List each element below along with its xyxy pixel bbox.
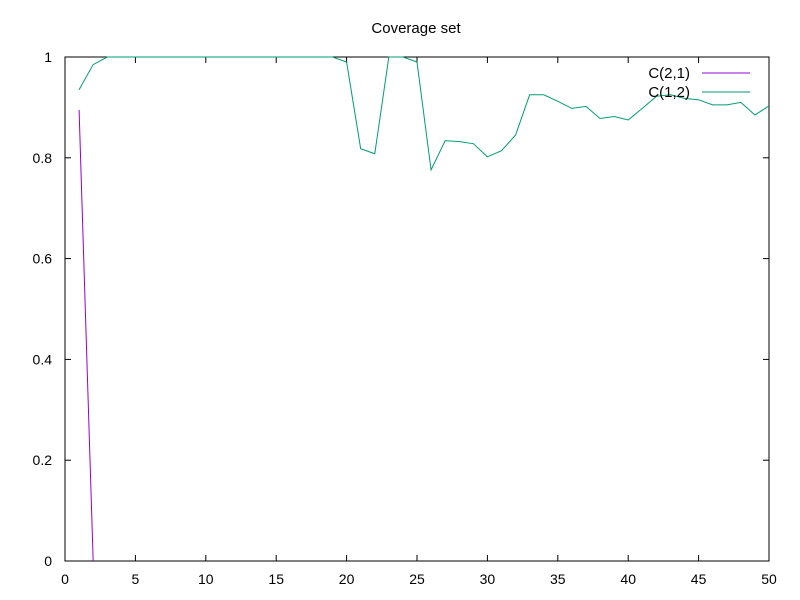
data-point — [163, 56, 164, 57]
data-point — [93, 64, 94, 65]
data-point — [219, 56, 220, 57]
data-point — [614, 116, 615, 117]
data-point — [93, 560, 94, 561]
x-tick-label: 10 — [198, 571, 214, 587]
data-point — [754, 114, 755, 115]
data-point — [473, 143, 474, 144]
data-point — [501, 150, 502, 151]
data-point — [290, 56, 291, 57]
x-tick-label: 0 — [61, 571, 69, 587]
data-point — [177, 56, 178, 57]
data-point — [205, 56, 206, 57]
data-point — [459, 141, 460, 142]
data-point — [149, 56, 150, 57]
y-tick-label: 1 — [44, 49, 52, 65]
x-tick-label: 25 — [409, 571, 425, 587]
data-point — [360, 148, 361, 149]
y-tick-label: 0.2 — [33, 452, 53, 468]
data-point — [374, 153, 375, 154]
x-tick-label: 30 — [480, 571, 496, 587]
data-point — [233, 56, 234, 57]
x-tick-label: 45 — [691, 571, 707, 587]
data-point — [402, 56, 403, 57]
data-point — [529, 94, 530, 95]
data-point — [78, 89, 79, 90]
data-point — [121, 56, 122, 57]
data-point — [430, 169, 431, 170]
x-tick-label: 40 — [620, 571, 636, 587]
y-tick-label: 0.4 — [33, 351, 53, 367]
data-point — [318, 56, 319, 57]
data-point — [571, 108, 572, 109]
data-point — [726, 104, 727, 105]
data-point — [642, 108, 643, 109]
data-point — [445, 140, 446, 141]
chart-title: Coverage set — [371, 20, 461, 37]
data-point — [543, 94, 544, 95]
data-point — [262, 56, 263, 57]
y-tick-label: 0.6 — [33, 251, 53, 267]
series-line-C(1,2) — [78, 56, 770, 172]
data-point — [191, 56, 192, 57]
data-point — [346, 61, 347, 62]
x-tick-label: 50 — [761, 571, 777, 587]
data-point — [247, 56, 248, 57]
data-point — [107, 56, 108, 57]
legend: C(2,1) C(1,2) — [648, 65, 750, 101]
series-line-C(2,1) — [78, 109, 94, 562]
x-tick-label: 35 — [550, 571, 566, 587]
x-tick-label: 5 — [132, 571, 140, 587]
series-layer — [78, 56, 770, 562]
data-point — [332, 56, 333, 57]
x-tick-label: 20 — [339, 571, 355, 587]
axes: 0 5 10 15 20 25 30 35 40 45 50 0 0.2 0.4 0.6 0.8 1 — [33, 49, 777, 587]
data-point — [585, 106, 586, 107]
data-point — [628, 119, 629, 120]
data-point — [276, 56, 277, 57]
legend-label: C(1,2) — [648, 84, 690, 101]
data-point — [304, 56, 305, 57]
data-point — [740, 102, 741, 103]
data-point — [768, 105, 769, 106]
x-tick-label: 15 — [268, 571, 284, 587]
data-point — [698, 99, 699, 100]
data-point — [388, 56, 389, 57]
data-point — [78, 109, 79, 110]
data-point — [557, 101, 558, 102]
y-tick-label: 0.8 — [33, 150, 53, 166]
data-point — [135, 56, 136, 57]
data-point — [416, 61, 417, 62]
data-point — [712, 104, 713, 105]
data-point — [487, 156, 488, 157]
data-point — [599, 118, 600, 119]
data-point — [515, 135, 516, 136]
y-tick-label: 0 — [44, 553, 52, 569]
legend-label: C(2,1) — [648, 65, 690, 82]
